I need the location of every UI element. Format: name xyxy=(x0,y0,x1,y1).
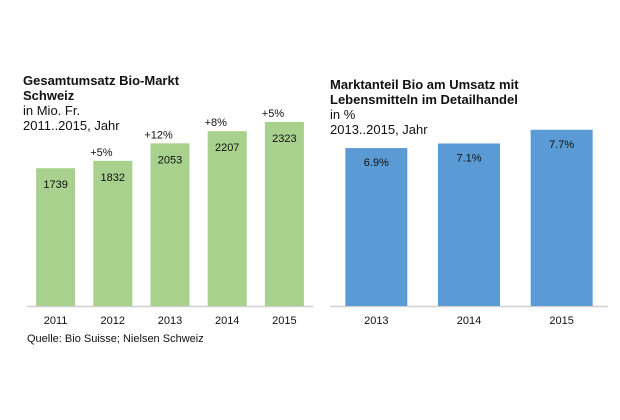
left-subtitle-line-1: in Mio. Fr. xyxy=(23,103,81,118)
right-title-line-2: Lebensmitteln im Detailhandel xyxy=(330,92,518,107)
data-label: 1832 xyxy=(101,172,125,184)
left-title-line-2: Schweiz xyxy=(23,88,75,103)
right-title-line-1: Marktanteil Bio am Umsatz mit xyxy=(330,77,519,92)
x-tick-label: 2015 xyxy=(272,315,296,327)
x-tick-label: 2014 xyxy=(457,315,481,327)
data-label: 7.7% xyxy=(549,139,574,151)
growth-label: +12% xyxy=(144,129,173,141)
right-subtitle-line-1: in % xyxy=(330,107,356,122)
data-label: 7.1% xyxy=(456,152,481,164)
growth-label: +5% xyxy=(262,108,285,120)
bar-2014 xyxy=(207,131,247,306)
growth-label: +8% xyxy=(205,117,228,129)
x-tick-label: 2014 xyxy=(215,315,239,327)
bar-2014 xyxy=(438,143,500,306)
x-tick-label: 2013 xyxy=(158,315,182,327)
bar-2011 xyxy=(36,168,76,306)
left-chart-title: Gesamtumsatz Bio-Markt Schweiz in Mio. F… xyxy=(23,73,179,133)
x-tick-label: 2012 xyxy=(101,315,125,327)
bar-2015 xyxy=(264,121,304,306)
left-subtitle-line-2: 2011..2015, Jahr xyxy=(23,118,120,133)
data-label: 1739 xyxy=(43,179,67,191)
bar-2012 xyxy=(93,160,133,306)
data-label: 6.9% xyxy=(364,157,389,169)
data-label: 2323 xyxy=(272,133,296,145)
data-label: 2207 xyxy=(215,142,239,154)
source-note: Quelle: Bio Suisse; Nielsen Schweiz xyxy=(27,333,204,345)
data-label: 2053 xyxy=(158,154,182,166)
right-subtitle-line-2: 2013..2015, Jahr xyxy=(330,122,428,137)
growth-label: +5% xyxy=(90,147,113,159)
x-tick-label: 2015 xyxy=(549,315,573,327)
bar-2013 xyxy=(345,148,408,306)
bar-2015 xyxy=(530,129,593,306)
x-tick-label: 2011 xyxy=(44,315,68,327)
x-tick-label: 2013 xyxy=(364,315,388,327)
bar-2013 xyxy=(150,143,190,306)
right-chart-title: Marktanteil Bio am Umsatz mit Lebensmitt… xyxy=(330,77,519,137)
left-title-line-1: Gesamtumsatz Bio-Markt xyxy=(23,73,180,88)
